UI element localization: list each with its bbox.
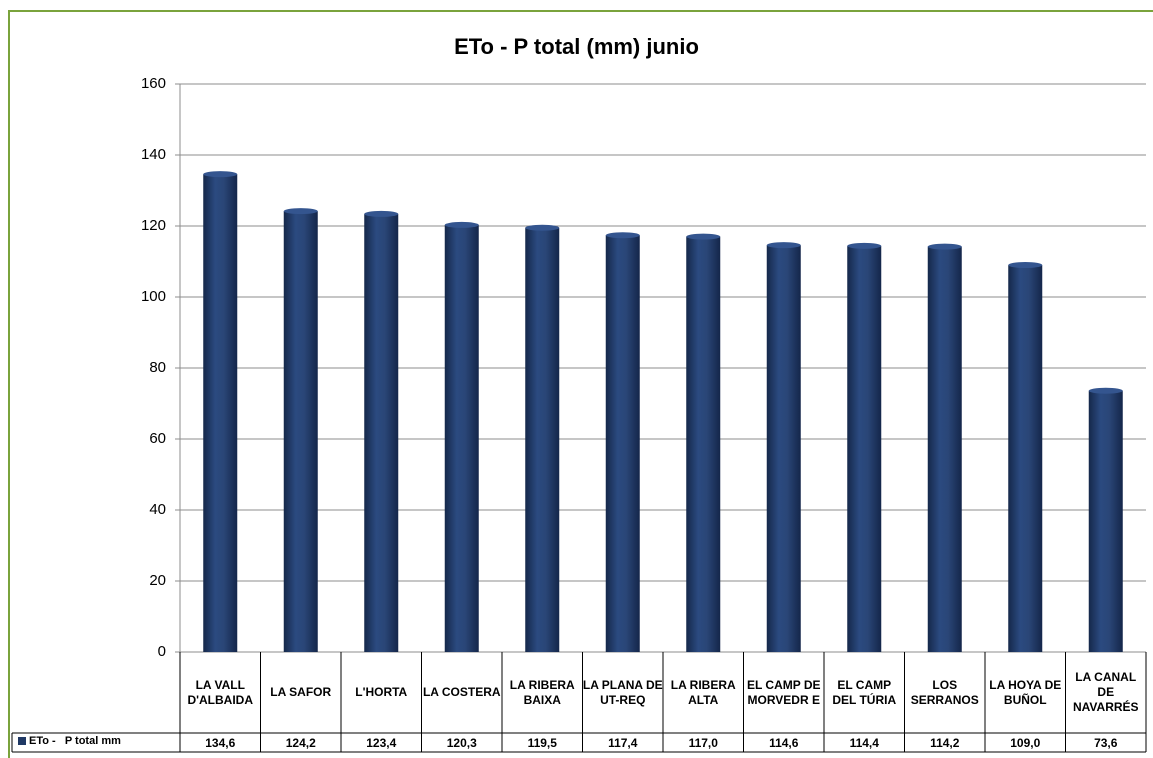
legend-swatch [18, 737, 26, 745]
category-label: EL CAMP DE MORVEDR E [746, 677, 821, 707]
data-table-value: 120,3 [446, 736, 477, 750]
bar [444, 224, 479, 652]
bar-cap [1008, 262, 1043, 269]
category-label: EL CAMP DEL TÚRIA [832, 677, 897, 707]
category-label: LA VALL D'ALBAIDA [187, 677, 253, 707]
data-table-value: 114,4 [849, 736, 879, 750]
data-table-value: 117,0 [688, 736, 718, 750]
bar-cap [444, 221, 479, 228]
y-tick-label: 60 [149, 430, 166, 447]
bar [525, 227, 560, 652]
y-tick-label: 160 [140, 75, 166, 92]
y-tick-label: 100 [140, 288, 166, 305]
category-label: LA RIBERA ALTA [670, 677, 736, 707]
bar [1088, 390, 1123, 652]
bar [203, 174, 238, 653]
bar-cap [364, 210, 399, 217]
bar-cap [686, 233, 721, 240]
bar-cap [605, 232, 640, 239]
bar-cap [525, 224, 560, 231]
chart-title: ETo - P total (mm) junio [454, 34, 699, 59]
data-table-value: 109,0 [1010, 736, 1041, 750]
bar [927, 246, 962, 652]
category-label: LA COSTERA [422, 685, 501, 699]
data-table-value: 123,4 [366, 736, 397, 750]
category-label: LA CANAL DE NAVARRÉS [1072, 670, 1139, 714]
y-tick-label: 40 [149, 501, 166, 518]
bar [686, 236, 721, 652]
legend-label: ETo - P total mm [29, 735, 121, 747]
category-label: LA RIBERA BAIXA [509, 677, 575, 707]
bar-cap [927, 243, 962, 250]
data-table-value: 114,2 [930, 736, 960, 750]
outer-frame [8, 10, 1153, 758]
bar-cap [203, 171, 238, 178]
bar [364, 213, 399, 652]
bar [605, 235, 640, 653]
data-table-value: 114,6 [769, 736, 799, 750]
data-table-value: 124,2 [285, 736, 316, 750]
bar-cap [1088, 387, 1123, 394]
y-tick-label: 80 [149, 359, 166, 376]
category-label: LA HOYA DE BUÑOL [989, 677, 1062, 707]
bar-cap [847, 242, 882, 249]
data-table-value: 117,4 [608, 736, 638, 750]
bar [766, 245, 801, 653]
category-label: LOS SERRANOS [910, 677, 979, 707]
bar [283, 211, 318, 652]
bar-cap [766, 242, 801, 249]
y-tick-label: 20 [149, 572, 166, 589]
data-table-value: 73,6 [1094, 736, 1118, 750]
category-label: LA PLANA DE UT-REQ [582, 677, 663, 707]
legend-key: ETo - P total mm [18, 735, 121, 747]
data-table-value: 134,6 [205, 736, 236, 750]
category-label: L'HORTA [355, 685, 408, 699]
y-tick-label: 140 [140, 146, 166, 163]
bar [1008, 265, 1043, 652]
bar-cap [283, 208, 318, 215]
y-tick-label: 0 [157, 643, 166, 660]
y-tick-label: 120 [140, 217, 166, 234]
bar [847, 245, 882, 652]
category-label: LA SAFOR [270, 685, 332, 699]
data-table-value: 119,5 [527, 736, 557, 750]
